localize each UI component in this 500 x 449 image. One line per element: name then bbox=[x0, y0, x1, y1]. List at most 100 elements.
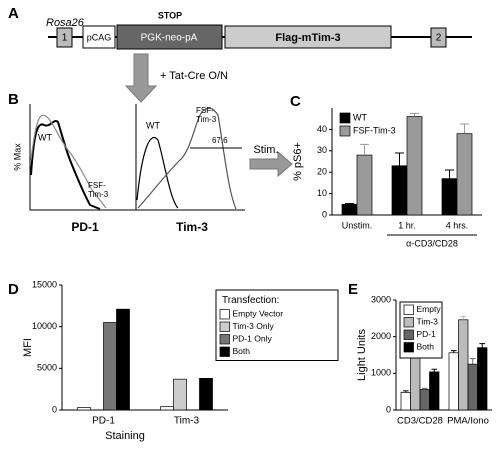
y-axis-label: MFI bbox=[22, 338, 34, 357]
cassette-box bbox=[116, 24, 223, 50]
panel-label: D bbox=[8, 281, 19, 298]
legend-swatch bbox=[403, 329, 414, 340]
bar bbox=[173, 378, 187, 411]
group-label: α-CD3/CD28 bbox=[406, 238, 458, 248]
histogram-fsf bbox=[30, 114, 107, 209]
legend-swatch bbox=[219, 321, 230, 332]
y-tick-label: 5000 bbox=[37, 363, 57, 373]
legend-swatch bbox=[403, 304, 414, 315]
error-bar bbox=[479, 343, 486, 348]
y-tick-label: 30 bbox=[317, 145, 327, 155]
error-bar bbox=[395, 152, 404, 166]
axis bbox=[29, 104, 245, 211]
error-bar bbox=[460, 316, 467, 320]
y-axis-label: % Max bbox=[12, 143, 22, 171]
treatment-label: + Tat-Cre O/N bbox=[160, 70, 228, 82]
y-axis-label: Light Units bbox=[356, 329, 368, 381]
bar bbox=[160, 406, 174, 411]
bar bbox=[429, 371, 440, 411]
annotation: FSF- bbox=[196, 106, 214, 115]
down-arrow bbox=[124, 53, 158, 103]
legend-title: Transfection: bbox=[222, 295, 279, 306]
promoter-box bbox=[82, 25, 116, 49]
annotation: FSF- bbox=[88, 181, 106, 190]
legend-swatch bbox=[339, 125, 351, 137]
annotation: Tim-3 bbox=[196, 115, 217, 124]
legend-swatch bbox=[403, 342, 414, 353]
bar bbox=[406, 116, 423, 216]
exon-label: 2 bbox=[436, 33, 442, 44]
bar bbox=[456, 133, 473, 216]
legend-swatch bbox=[219, 334, 230, 345]
error-bar bbox=[410, 112, 419, 117]
y-tick-label: 3000 bbox=[371, 294, 391, 304]
y-tick-label: 10000 bbox=[32, 321, 57, 331]
x-tick-label: PD-1 bbox=[92, 416, 115, 427]
panel-label: C bbox=[290, 93, 301, 110]
x-tick-label: 1 hr. bbox=[398, 220, 416, 230]
x-axis-label: PD-1 bbox=[71, 220, 99, 234]
legend-label: Empty bbox=[417, 304, 442, 314]
bar bbox=[448, 352, 459, 411]
y-tick-label: 0 bbox=[386, 404, 391, 414]
stop-label: STOP bbox=[158, 10, 182, 20]
legend-swatch bbox=[339, 112, 351, 124]
legend-label: Both bbox=[233, 346, 251, 356]
legend-box bbox=[215, 289, 339, 361]
annotation: WT bbox=[146, 120, 160, 130]
bar bbox=[458, 319, 469, 411]
error-bar bbox=[460, 123, 469, 134]
exon bbox=[56, 27, 73, 48]
bar bbox=[410, 351, 421, 411]
bar bbox=[341, 203, 358, 216]
error-bar bbox=[345, 202, 354, 205]
legend-label: PD-1 Only bbox=[233, 334, 273, 344]
right-arrow bbox=[249, 150, 293, 178]
legend-label: PD-1 bbox=[417, 329, 437, 339]
panel-label: A bbox=[8, 5, 19, 22]
bar bbox=[419, 389, 430, 411]
construct: Rosa26 1 pCAG STOP PGK-neo-pA Flag-mTim-… bbox=[46, 10, 472, 103]
flow-histograms: % Max WT FSF- Tim-3 PD-1 WT FSF- Tim-3 6… bbox=[12, 104, 293, 234]
x-tick-label: PMA/Iono bbox=[447, 416, 489, 427]
error-bar bbox=[450, 350, 457, 353]
bar bbox=[116, 308, 130, 411]
error-bar bbox=[445, 169, 454, 179]
exon-label: 1 bbox=[62, 33, 68, 44]
bar bbox=[467, 363, 478, 411]
bar bbox=[441, 178, 458, 216]
bar bbox=[103, 322, 117, 411]
legend-swatch bbox=[403, 317, 414, 328]
y-tick-label: 20 bbox=[317, 167, 327, 177]
gate-label: 67.6 bbox=[212, 136, 228, 145]
y-axis-label: % pS6+ bbox=[292, 142, 304, 181]
histogram-fsf bbox=[137, 107, 237, 210]
bar bbox=[477, 347, 488, 411]
error-bar bbox=[421, 387, 428, 390]
exon bbox=[430, 27, 447, 48]
y-tick-label: 2000 bbox=[371, 331, 391, 341]
annotation: Tim-3 bbox=[88, 190, 109, 199]
y-tick-label: 0 bbox=[322, 209, 327, 219]
x-tick-label: Tim-3 bbox=[174, 416, 200, 427]
x-axis-label: Staining bbox=[105, 430, 145, 442]
legend-label: FSF-Tim-3 bbox=[353, 125, 396, 135]
cassette-label: PGK-neo-pA bbox=[141, 33, 198, 44]
bar bbox=[356, 154, 373, 216]
x-tick-label: CD3/CD28 bbox=[397, 416, 443, 427]
transgene-box bbox=[224, 25, 392, 49]
legend-label: Tim-3 bbox=[417, 317, 439, 327]
x-tick-label: 4 hrs. bbox=[446, 220, 469, 230]
histogram-wt bbox=[136, 137, 179, 209]
legend-label: Tim-3 Only bbox=[233, 321, 275, 331]
error-bar bbox=[469, 358, 476, 365]
y-tick-label: 1000 bbox=[371, 368, 391, 378]
panel-label: B bbox=[8, 91, 19, 108]
transgene-label: Flag-mTim-3 bbox=[275, 32, 340, 44]
y-tick-label: 10 bbox=[317, 188, 327, 198]
arrow-label: Stim. bbox=[253, 144, 278, 156]
y-tick-label: 15000 bbox=[32, 279, 57, 289]
legend-swatch bbox=[219, 346, 230, 357]
error-bar bbox=[360, 143, 369, 156]
